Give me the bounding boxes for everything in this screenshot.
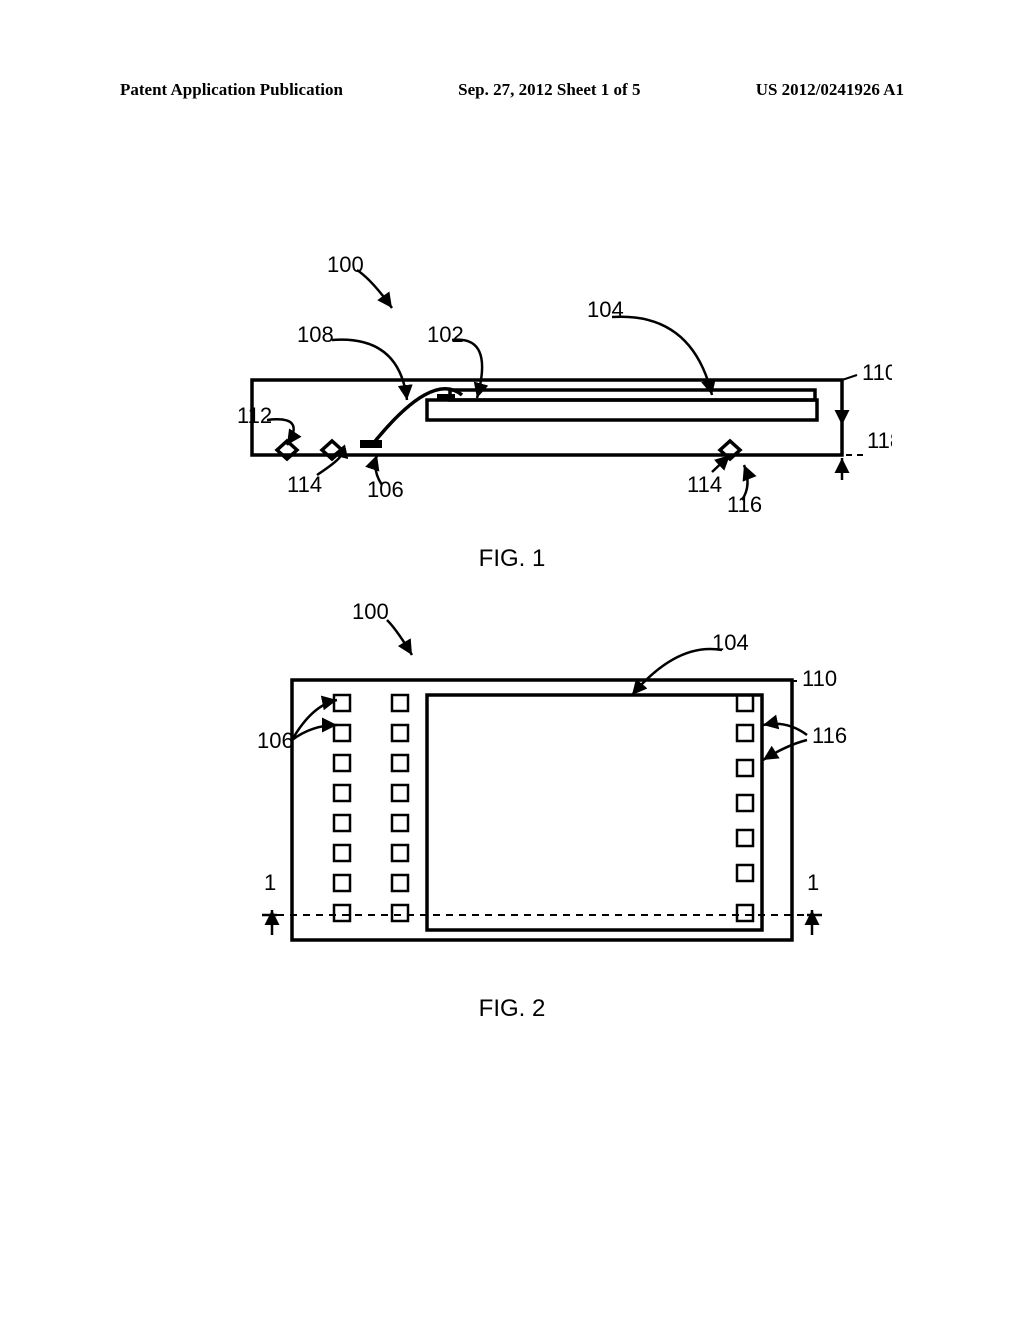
figure-2: 1 1 100 104 110 106 116 FIG. 2 [162, 600, 862, 1020]
svg-text:114: 114 [287, 472, 322, 497]
svg-text:110: 110 [862, 360, 892, 385]
svg-text:112: 112 [237, 403, 272, 428]
header-left: Patent Application Publication [120, 80, 343, 100]
svg-text:108: 108 [297, 322, 334, 347]
figure-1-label: FIG. 1 [132, 545, 892, 573]
svg-text:100: 100 [327, 252, 364, 277]
figure-1-svg: 100108102104110112114106114116118 [132, 250, 892, 530]
svg-text:110: 110 [802, 666, 837, 691]
svg-text:104: 104 [587, 297, 624, 322]
figure-2-svg: 1 1 100 104 110 106 116 [162, 600, 862, 980]
svg-text:102: 102 [427, 322, 464, 347]
figure-1: 100108102104110112114106114116118 FIG. 1 [132, 250, 892, 560]
svg-text:104: 104 [712, 630, 749, 655]
svg-text:1: 1 [807, 870, 819, 895]
header-center: Sep. 27, 2012 Sheet 1 of 5 [458, 80, 640, 100]
header-right: US 2012/0241926 A1 [756, 80, 904, 100]
svg-text:1: 1 [264, 870, 276, 895]
svg-text:106: 106 [367, 477, 404, 502]
svg-text:114: 114 [687, 472, 722, 497]
svg-text:106: 106 [257, 728, 294, 753]
svg-text:116: 116 [812, 723, 847, 748]
svg-text:118: 118 [867, 428, 892, 453]
svg-text:100: 100 [352, 600, 389, 624]
page-header: Patent Application Publication Sep. 27, … [0, 80, 1024, 100]
figure-2-label: FIG. 2 [162, 995, 862, 1023]
